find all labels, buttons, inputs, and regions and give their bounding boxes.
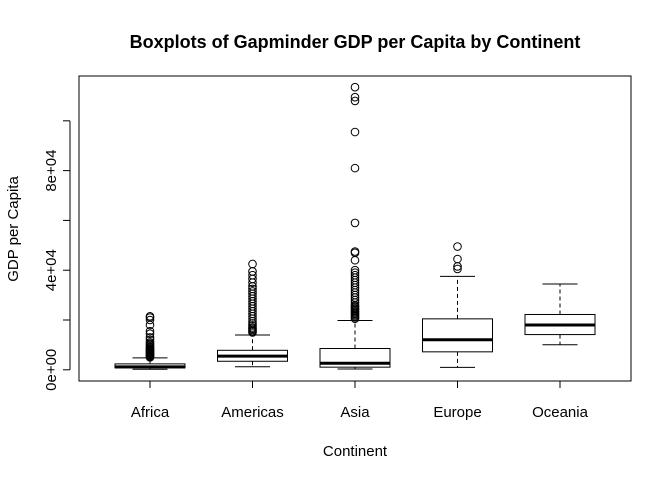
outlier-point <box>453 264 462 274</box>
outlier-point <box>145 338 155 347</box>
y-axis: 0e+00 4e+04 8e+04 <box>43 120 71 391</box>
outlier-point <box>145 311 155 321</box>
outlier-point <box>350 247 360 256</box>
x-axis: Africa Americas Asia Europe Oceania <box>131 380 589 421</box>
outlier-point <box>248 259 257 269</box>
outlier-point <box>248 270 257 280</box>
outlier-point <box>350 270 360 280</box>
box-group <box>114 82 596 370</box>
box-europe <box>422 242 493 368</box>
y-tick-label: 8e+04 <box>43 150 60 192</box>
x-tick-label: Africa <box>131 404 170 421</box>
outlier-point <box>350 92 360 102</box>
outlier-point <box>350 218 360 228</box>
outlier-point <box>145 326 155 336</box>
outlier-point <box>248 284 257 294</box>
outlier-point <box>350 255 360 265</box>
outlier-point <box>350 82 360 92</box>
outlier-point <box>350 265 360 275</box>
outlier-point <box>145 333 155 342</box>
outlier-point <box>248 287 257 296</box>
outlier-point <box>453 242 462 251</box>
outlier-point <box>145 335 155 345</box>
outlier-point <box>350 96 360 106</box>
box-asia <box>319 82 391 370</box>
box-africa <box>114 311 186 370</box>
outlier-point <box>453 254 462 264</box>
box-americas <box>217 259 288 368</box>
outlier-point <box>350 163 360 173</box>
x-tick-label: Asia <box>340 404 370 421</box>
box-oceania <box>524 283 596 346</box>
box-iqr <box>422 318 493 353</box>
outlier-point <box>350 127 360 137</box>
x-tick-label: Americas <box>221 404 284 421</box>
chart-title: Boxplots of Gapminder GDP per Capita by … <box>130 32 581 52</box>
y-tick-label: 0e+00 <box>43 349 60 391</box>
x-axis-label: Continent <box>323 443 388 460</box>
x-tick-label: Oceania <box>532 404 589 421</box>
y-tick-label: 4e+04 <box>43 249 60 291</box>
y-axis-label: GDP per Capita <box>5 176 22 282</box>
outlier-point <box>350 268 360 277</box>
outlier-point <box>145 315 155 325</box>
outlier-point <box>145 329 155 338</box>
plot-area-frame <box>78 75 632 382</box>
x-tick-label: Europe <box>433 404 481 421</box>
